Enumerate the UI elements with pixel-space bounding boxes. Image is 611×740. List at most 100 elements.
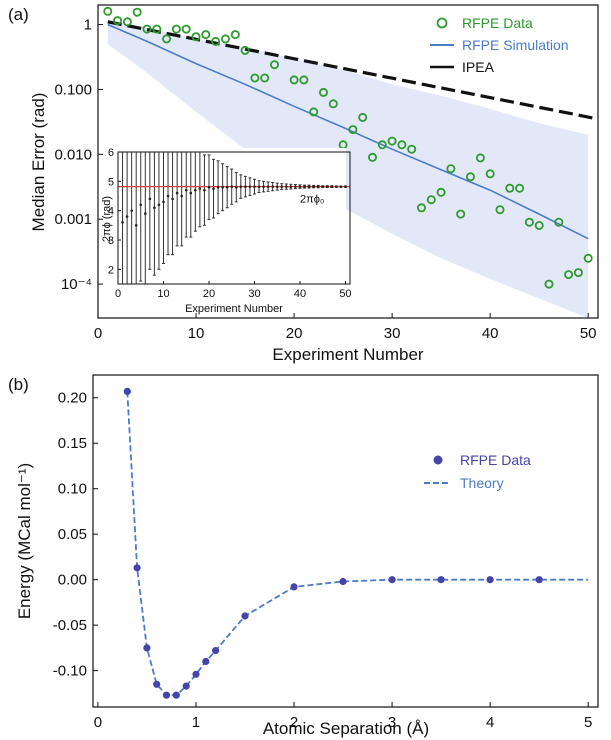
b-rfpe-data-point — [192, 670, 200, 678]
rfpe-data-point — [377, 140, 387, 150]
simulation-band-area — [107, 19, 589, 319]
inset-data-point — [325, 185, 329, 188]
inset-data-point — [198, 187, 202, 190]
rfpe-data-point — [309, 107, 319, 117]
a-x-tick-label: 10 — [188, 325, 205, 342]
b-rfpe-data-point — [241, 612, 249, 620]
inset-y-tick-label: 3 — [108, 235, 114, 247]
b-x-ticks: 0 1 2 3 4 5 — [94, 702, 592, 731]
inset-x-tick-label: 20 — [203, 288, 215, 300]
rfpe-data-point — [132, 7, 142, 17]
rfpe-data-point — [515, 183, 525, 193]
inset-data-point — [216, 185, 220, 189]
a-data-points — [103, 6, 593, 289]
inset-data-point — [285, 185, 288, 188]
a-y-tick-label: 10⁻⁴ — [61, 276, 92, 293]
rfpe-simulation-line — [107, 23, 589, 240]
inset-data-point — [194, 188, 197, 192]
b-rfpe-data-point — [133, 564, 141, 572]
b-y-ticks: 0.20 0.15 0.10 0.05 0.00 -0.05 -0.10 — [53, 390, 98, 680]
inset-x-tick-label: 0 — [115, 288, 121, 300]
b-legend: RFPE Data Theory — [424, 452, 531, 491]
b-rfpe-data-point — [162, 691, 171, 699]
inset-data-point — [212, 187, 215, 190]
rfpe-data-point — [485, 169, 495, 179]
rfpe-data-point — [162, 34, 172, 44]
inset-y-axis-label: 2πϕ (rad) — [101, 196, 113, 242]
inset-data-point — [330, 185, 334, 188]
b-rfpe-data-point — [339, 577, 347, 586]
rfpe-data-point — [554, 217, 564, 227]
inset-data-point — [162, 200, 165, 204]
inset-data-point — [303, 185, 306, 188]
b-rfpe-data-point — [212, 647, 220, 655]
b-y-tick-label: 0.15 — [58, 435, 87, 452]
rfpe-data-point — [171, 24, 181, 34]
b-y-tick-label: 0.05 — [58, 526, 87, 543]
inset-data-point — [294, 185, 297, 188]
b-y-tick-label: 0.10 — [58, 481, 87, 498]
rfpe-data-point — [211, 36, 221, 46]
b-x-tick-label: 4 — [486, 714, 494, 731]
inset-data-point — [180, 194, 183, 198]
rfpe-data-point — [564, 270, 574, 280]
inset-data-point — [339, 185, 343, 188]
rfpe-data-point — [103, 6, 113, 16]
rfpe-data-point — [181, 24, 191, 34]
inset-data-point — [344, 185, 347, 188]
a-y-tick-label: 0.010 — [54, 146, 92, 163]
inset-data-point — [262, 185, 265, 188]
a-lines — [107, 20, 599, 240]
a-x-tick-label: 30 — [384, 325, 401, 342]
a-legend: RFPE Data RFPE Simulation IPEA — [430, 15, 569, 75]
inset-data-point — [143, 212, 147, 215]
simulation-band — [107, 19, 589, 319]
legend-ipea: IPEA — [462, 59, 495, 75]
b-y-tick-label: 0.20 — [58, 390, 87, 407]
legend-rfpe-data-marker — [436, 17, 448, 29]
panel-a-label: (a) — [8, 5, 29, 24]
rfpe-data-point — [426, 195, 436, 205]
legend-rfpe-simulation: RFPE Simulation — [462, 37, 569, 53]
inset-x-ticks: 0 10 20 30 40 50 — [115, 281, 352, 300]
rfpe-data-point — [269, 60, 279, 70]
inset-data-point — [207, 185, 211, 189]
inset-data-point — [257, 185, 261, 188]
rfpe-data-point — [465, 172, 475, 182]
theory-line — [126, 391, 589, 697]
b-x-tick-label: 5 — [584, 714, 592, 731]
inset-data-point — [316, 185, 320, 188]
rfpe-data-point — [289, 75, 299, 85]
rfpe-data-point — [142, 24, 152, 34]
b-x-tick-label: 1 — [192, 714, 200, 731]
inset-data-point — [280, 185, 284, 188]
inset-data-point — [184, 188, 188, 192]
b-rfpe-data-point — [535, 576, 543, 584]
inset-x-axis-label: Experiment Number — [185, 303, 283, 315]
inset-data-point — [171, 197, 174, 201]
rfpe-data-point — [367, 152, 377, 162]
rfpe-data-point — [122, 17, 132, 27]
a-x-ticks: 0 10 20 30 40 50 — [94, 313, 597, 342]
inset-x-tick-label: 50 — [339, 288, 351, 300]
inset-data-points — [121, 185, 347, 227]
inset-data-point — [307, 185, 311, 188]
inset-y-tick-label: 5 — [108, 176, 114, 188]
inset-data-point — [148, 197, 152, 201]
a-y-tick-label: 0.001 — [54, 211, 92, 228]
a-x-axis-label: Experiment Number — [272, 345, 424, 364]
panel-b: (b) 0 1 2 3 4 5 0.20 0.15 0.10 0.05 0.00 -0.05 -0.1… — [8, 374, 599, 738]
inset-data-point — [248, 185, 252, 188]
b-rfpe-data-point — [437, 576, 445, 584]
a-x-tick-label: 50 — [580, 325, 597, 342]
rfpe-data-point — [113, 16, 123, 26]
inset-reference-label: 2πϕ₀ — [300, 194, 324, 206]
inset-background — [112, 148, 346, 290]
inset-chart: 2πϕ₀ 0 10 20 30 40 50 2 3 4 5 6 Experiment Number… — [101, 147, 352, 315]
rfpe-data-point — [505, 183, 515, 193]
b-rfpe-data-point — [388, 576, 396, 584]
inset-data-point — [203, 188, 206, 192]
inset-y-tick-label: 6 — [108, 147, 114, 159]
rfpe-data-point — [260, 73, 270, 83]
